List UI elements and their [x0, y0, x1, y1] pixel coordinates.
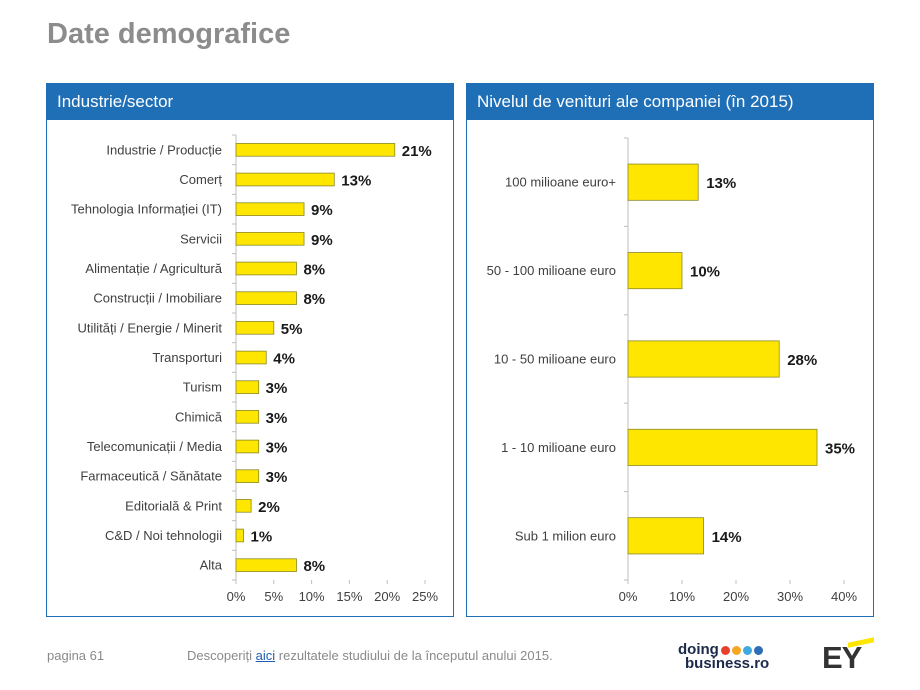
category-label: Alimentație / Agricultură: [85, 261, 222, 276]
footer-text: Descoperiți aici rezultatele studiului d…: [187, 648, 553, 663]
bar-11: [235, 439, 260, 454]
revenue-panel: Nivelul de venituri ale companiei (în 20…: [466, 83, 874, 617]
x-tick-label: 40%: [831, 589, 857, 604]
value-label: 2%: [258, 499, 280, 516]
category-label: Construcții / Imobiliare: [93, 291, 222, 306]
value-label: 3%: [266, 440, 288, 457]
value-label: 13%: [341, 173, 371, 190]
value-label: 9%: [311, 232, 333, 249]
bar-2: [235, 172, 335, 187]
footer-text-before: Descoperiți: [187, 648, 256, 663]
industry-panel: Industrie/sector Industrie / Producție 21…: [46, 83, 454, 617]
page-number: pagina 61: [47, 648, 105, 663]
category-label: Servicii: [180, 231, 222, 246]
category-label: Industrie / Producție: [106, 142, 222, 157]
x-tick-label: 15%: [336, 589, 362, 604]
bar-4: [627, 428, 818, 466]
logo-dot-icon: [731, 645, 741, 655]
value-label: 28%: [787, 352, 817, 369]
x-tick-label: 20%: [723, 589, 749, 604]
revenue-chart: 100 milioane euro+ 13% 50 - 100 milioane e…: [487, 137, 857, 604]
value-label: 10%: [690, 264, 720, 281]
category-label: 100 milioane euro+: [505, 175, 616, 190]
bar-4: [235, 232, 305, 246]
category-label: Telecomunicații / Media: [87, 439, 223, 454]
category-label: Alta: [200, 558, 223, 573]
category-label: Editorială & Print: [125, 498, 222, 513]
bar-14: [235, 528, 244, 543]
logo-doing-text: doing: [678, 641, 719, 658]
value-label: 35%: [825, 440, 855, 457]
value-label: 9%: [311, 202, 333, 219]
bar-3: [235, 202, 305, 216]
value-label: 14%: [712, 529, 742, 546]
bar-1: [235, 143, 396, 157]
value-label: 4%: [273, 351, 295, 368]
category-label: Tehnologia Informației (IT): [71, 202, 222, 217]
x-tick-label: 10%: [669, 589, 695, 604]
category-label: 1 - 10 milioane euro: [501, 440, 616, 455]
logo-dot-icon: [720, 645, 730, 655]
industry-panel-header: Industrie/sector: [47, 84, 453, 120]
bar-6: [235, 291, 297, 305]
category-label: Farmaceutică / Sănătate: [80, 469, 222, 484]
x-tick-label: 25%: [412, 589, 438, 604]
bar-9: [235, 380, 260, 394]
value-label: 5%: [281, 321, 303, 338]
page-title: Date demografice: [47, 18, 291, 50]
logo-business-text: business.ro: [685, 655, 770, 672]
value-label: 13%: [706, 175, 736, 192]
x-tick-label: 30%: [777, 589, 803, 604]
category-label: Utilități / Energie / Minerit: [78, 320, 223, 335]
doingbusiness-logo[interactable]: doing business.ro: [678, 641, 770, 672]
bar-1: [627, 163, 699, 201]
footer-link[interactable]: aici: [255, 648, 276, 663]
category-label: Chimică: [175, 409, 223, 424]
bar-8: [235, 350, 267, 365]
value-label: 8%: [303, 291, 325, 308]
category-label: Sub 1 milion euro: [515, 528, 616, 543]
value-label: 1%: [251, 529, 273, 546]
value-label: 3%: [266, 410, 288, 427]
bar-13: [235, 499, 252, 513]
bar-12: [235, 469, 260, 483]
logo-dot-icon: [742, 645, 752, 655]
x-tick-label: 10%: [299, 589, 325, 604]
bar-7: [235, 321, 275, 335]
bar-10: [235, 410, 260, 424]
bar-3: [627, 340, 780, 378]
category-label: 10 - 50 milioane euro: [494, 352, 616, 367]
revenue-panel-header: Nivelul de venituri ale companiei (în 20…: [467, 84, 873, 120]
x-tick-label: 20%: [374, 589, 400, 604]
footer-text-after: rezultatele studiului de la începutul an…: [275, 648, 553, 663]
value-label: 21%: [402, 143, 432, 160]
x-tick-label: 0%: [619, 589, 638, 604]
x-tick-label: 5%: [264, 589, 283, 604]
value-label: 3%: [266, 380, 288, 397]
category-label: 50 - 100 milioane euro: [487, 263, 616, 278]
value-label: 8%: [303, 558, 325, 575]
logo-dot-icon: [753, 645, 763, 655]
bar-2: [627, 252, 683, 290]
category-label: C&D / Noi tehnologii: [105, 528, 222, 543]
value-label: 8%: [303, 262, 325, 279]
bar-5: [235, 261, 297, 276]
category-label: Comerț: [179, 172, 222, 187]
industry-chart: Industrie / Producție 21% Comerț 13% Tehnolo…: [71, 134, 438, 604]
bar-5: [627, 517, 704, 555]
ey-logo[interactable]: EY: [822, 640, 862, 675]
category-label: Transporturi: [152, 350, 222, 365]
x-tick-label: 0%: [227, 589, 246, 604]
category-label: Turism: [183, 380, 222, 395]
value-label: 3%: [266, 469, 288, 486]
bar-15: [235, 558, 297, 572]
